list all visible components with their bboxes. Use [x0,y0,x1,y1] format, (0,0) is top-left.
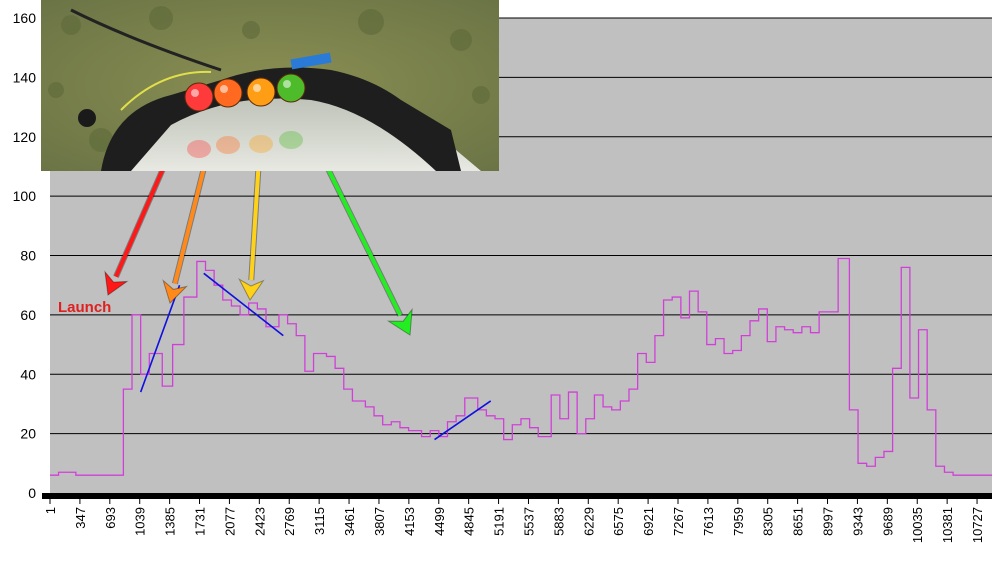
led-reflection [279,131,303,149]
x-tick-label: 8651 [791,507,806,536]
led-highlight [191,89,199,97]
x-tick-label: 4845 [462,507,477,536]
x-tick-label: 9689 [880,507,895,536]
x-tick-label: 6921 [641,507,656,536]
stage-arrows [104,110,413,336]
x-tick-label: 3461 [342,507,357,536]
trend-line [139,284,181,393]
x-tick-label: 5191 [492,507,507,536]
y-tick-label: 120 [13,129,37,145]
x-tick-label: 5537 [521,507,536,536]
x-tick-label: 1385 [163,507,178,536]
y-tick-label: 140 [13,69,37,85]
led-reflection [216,136,240,154]
x-tick-label: 693 [103,507,118,529]
y-tick-label: 60 [20,307,36,323]
x-tick-label: 5883 [551,507,566,536]
x-tick-label: 10381 [940,507,955,543]
x-tick-label: 1731 [193,507,208,536]
annotations: Launch [58,299,111,316]
led-highlight [220,85,228,93]
x-tick-label: 9343 [850,507,865,536]
x-tick-label: 10727 [970,507,985,543]
x-tick-label: 7613 [701,507,716,536]
series-line [50,257,992,476]
y-axis-ticks: 0 20 40 60 80 100 120 140 160 [13,10,37,501]
y-tick-label: 100 [13,188,37,204]
buzzer [78,109,96,127]
x-tick-label: 7267 [671,507,686,536]
x-tick-label: 2769 [282,507,297,536]
wire [70,8,222,72]
x-tick-label: 10035 [910,507,925,543]
series-layer [50,257,992,476]
led-light [276,73,306,103]
led-reflection [249,135,273,153]
led-highlight [283,80,291,88]
led-highlight [253,84,261,92]
led-light [213,78,243,108]
x-axis-line [42,493,992,499]
x-tick-label: 8305 [761,507,776,536]
x-tick-label: 2423 [252,507,267,536]
yellow-wire [120,70,212,111]
x-tick-label: 7959 [731,507,746,536]
led-light [184,82,214,112]
led-row [184,73,306,158]
x-tick-label: 347 [73,507,88,529]
y-tick-label: 0 [28,485,36,501]
led-indicator-photo [41,0,499,171]
x-tick-label: 4153 [402,507,417,536]
x-tick-label: 6575 [611,507,626,536]
x-tick-label: 8997 [821,507,836,536]
x-axis-ticks: 1 347 693 1039 1385 1731 2077 2423 2769 3115 3461 3… [43,499,985,543]
y-tick-label: 80 [20,248,36,264]
trend-lines [139,272,492,441]
x-tick-label: 3115 [312,507,327,535]
x-tick-label: 4499 [432,507,447,536]
led-light [246,77,276,107]
launch-label: Launch [58,299,111,316]
y-tick-label: 40 [20,366,36,382]
x-tick-label: 2077 [222,507,237,536]
x-tick-label: 1039 [133,507,148,536]
y-tick-label: 20 [20,426,36,442]
x-tick-label: 6229 [581,507,596,536]
trend-line [434,400,492,441]
x-tick-label: 1 [43,507,58,514]
trend-line [203,272,284,337]
led-reflection [187,140,211,158]
x-tick-label: 3807 [372,507,387,536]
y-tick-label: 160 [13,10,37,26]
blue-component [290,52,332,70]
